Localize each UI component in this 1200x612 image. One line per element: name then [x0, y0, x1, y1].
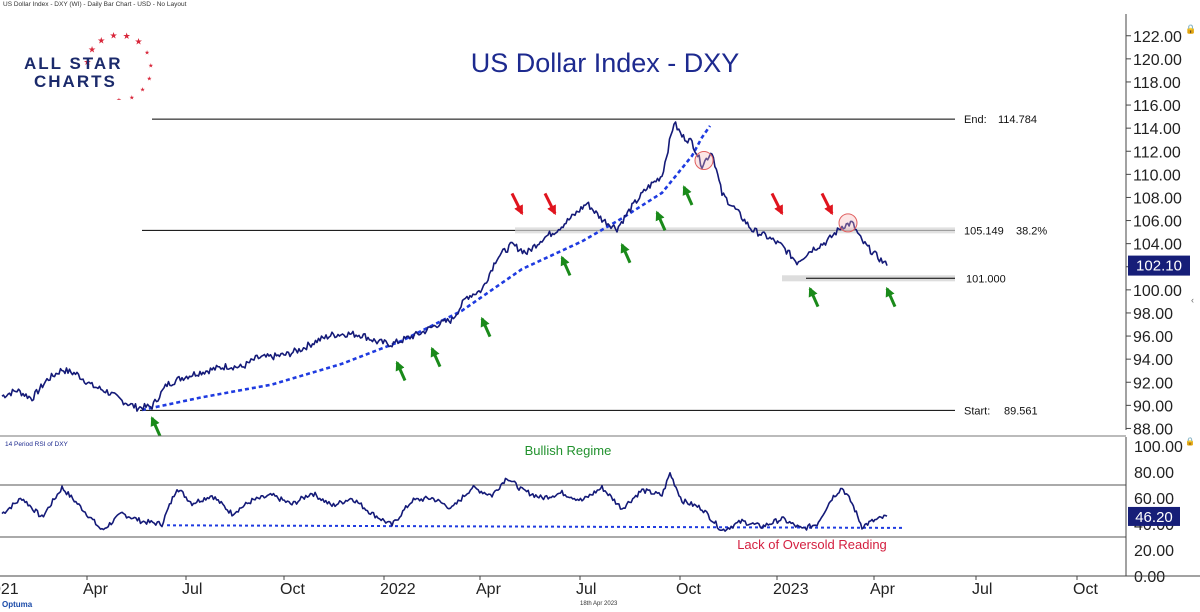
retracement-level-pct: 38.2%	[1016, 225, 1047, 237]
price-last-value-badge	[1128, 255, 1190, 276]
x-tick-label: Jul	[972, 581, 992, 598]
lock-icon: 🔒	[1185, 24, 1196, 34]
x-tick-label: Jul	[182, 581, 202, 598]
x-tick-label: 021	[0, 581, 19, 598]
price-tick-label: 110.00	[1133, 167, 1181, 184]
level-lines: End: 114.784 105.149 38.2% 101.000 Start…	[140, 114, 1047, 417]
up-arrow-6	[620, 242, 632, 264]
logo-stars-icon: ★★★★★★★★★★★★	[83, 30, 153, 100]
logo-star-icon: ★	[97, 35, 105, 45]
price-tick-label: 104.00	[1133, 237, 1182, 254]
support-level-value: 101.000	[966, 273, 1006, 285]
logo-star-icon: ★	[123, 31, 131, 41]
up-arrow-8	[682, 185, 694, 206]
up-arrow-2	[395, 360, 407, 382]
price-last-value: 102.10	[1136, 258, 1182, 275]
up-arrow-1	[150, 416, 162, 437]
price-tick-label: 92.00	[1133, 375, 1173, 392]
x-tick-label: Oct	[676, 581, 701, 598]
retracement-zone	[515, 227, 955, 234]
price-tick-label: 108.00	[1133, 190, 1182, 207]
logo-line2: CHARTS	[34, 72, 117, 91]
rsi-tick-label: 60.00	[1134, 491, 1174, 508]
logo-star-icon: ★	[88, 45, 96, 55]
price-tick-label: 106.00	[1133, 214, 1182, 231]
parabolic-trendline	[141, 125, 712, 412]
up-arrow-4	[480, 316, 492, 338]
footer-brand: Optuma	[2, 600, 33, 609]
up-arrow-9	[808, 286, 820, 308]
start-level-label: Start:	[964, 405, 990, 417]
rsi-title: 14 Period RSI of DXY	[5, 441, 69, 448]
logo-star-icon: ★	[140, 87, 145, 94]
chart-header: US Dollar Index - DXY (WI) - Daily Bar C…	[3, 1, 187, 8]
logo-star-icon: ★	[135, 37, 143, 47]
down-arrow-2	[543, 192, 557, 216]
logo-star-icon: ★	[148, 62, 153, 69]
x-tick-label: 2023	[773, 581, 809, 598]
end-level-value: 114.784	[998, 114, 1037, 126]
price-series-line	[1, 121, 888, 412]
price-tick-label: 120.00	[1133, 52, 1182, 69]
x-tick-label: Apr	[870, 581, 896, 598]
x-tick-label: Oct	[280, 581, 305, 598]
footer-date: 18th Apr 2023	[580, 601, 618, 607]
up-arrow-10	[885, 286, 897, 308]
up-arrow-7	[655, 210, 667, 231]
oversold-label: Lack of Oversold Reading	[737, 537, 887, 552]
price-tick-label: 122.00	[1133, 29, 1182, 46]
x-tick-label: Oct	[1073, 581, 1098, 598]
price-tick-label: 90.00	[1133, 398, 1173, 415]
chart-title: US Dollar Index - DXY	[471, 48, 740, 78]
logo-star-icon: ★	[147, 75, 152, 82]
price-tick-label: 118.00	[1133, 75, 1181, 92]
logo-line1: ALL STAR	[24, 54, 123, 73]
down-arrow-3	[770, 192, 784, 216]
price-y-axis: 88.00 90.00 92.00 94.00 96.00 98.00 100.00 102.…	[1125, 14, 1196, 438]
price-tick-label: 114.00	[1133, 121, 1181, 138]
price-tick-label: 112.00	[1133, 144, 1181, 161]
scroll-chevron-icon[interactable]: ‹	[1191, 295, 1194, 305]
start-level-value: 89.561	[1004, 405, 1038, 417]
rsi-tick-label: 20.00	[1134, 543, 1174, 560]
retracement-level-value: 105.149	[964, 225, 1004, 237]
all-star-charts-logo: ★★★★★★★★★★★★ ALL STAR CHARTS	[24, 30, 159, 100]
x-tick-label: 2022	[380, 581, 416, 598]
rsi-last-value-badge	[1128, 506, 1180, 526]
down-arrow-4	[820, 192, 834, 216]
x-tick-label: Apr	[476, 581, 502, 598]
price-tick-label: 94.00	[1133, 352, 1173, 369]
rsi-tick-label: 0.00	[1134, 569, 1165, 586]
rsi-trendline	[166, 524, 903, 529]
price-tick-label: 88.00	[1133, 421, 1173, 438]
rsi-lock-icon: 🔒	[1185, 437, 1195, 446]
up-arrow-5	[560, 255, 572, 277]
price-tick-label: 96.00	[1133, 329, 1173, 346]
logo-star-icon: ★	[83, 57, 91, 67]
rsi-tick-label: 80.00	[1134, 465, 1174, 482]
up-arrows	[150, 185, 897, 437]
x-axis: 021 Apr Jul Oct 2022 Apr Jul Oct 2023 Apr Jul Oct	[0, 575, 1200, 598]
price-tick-label: 100.00	[1133, 283, 1182, 300]
up-arrow-3	[430, 346, 442, 368]
x-tick-label: Apr	[83, 581, 109, 598]
rsi-last-value: 46.20	[1135, 509, 1173, 526]
logo-star-icon: ★	[116, 97, 121, 100]
price-tick-label: 116.00	[1133, 98, 1181, 115]
logo-star-icon: ★	[110, 30, 118, 40]
rsi-series-line	[1, 471, 888, 532]
x-tick-label: Jul	[576, 581, 596, 598]
down-arrows	[510, 192, 834, 216]
bullish-regime-label: Bullish Regime	[525, 443, 612, 458]
logo-star-icon: ★	[129, 94, 134, 100]
highlight-circle-oct	[694, 150, 714, 170]
rsi-tick-label: 100.00	[1134, 439, 1183, 456]
logo-star-icon: ★	[144, 50, 149, 57]
highlight-circle-feb	[838, 213, 858, 233]
end-level-label: End:	[964, 114, 987, 126]
down-arrow-1	[510, 192, 524, 216]
price-tick-label: 98.00	[1133, 306, 1173, 323]
